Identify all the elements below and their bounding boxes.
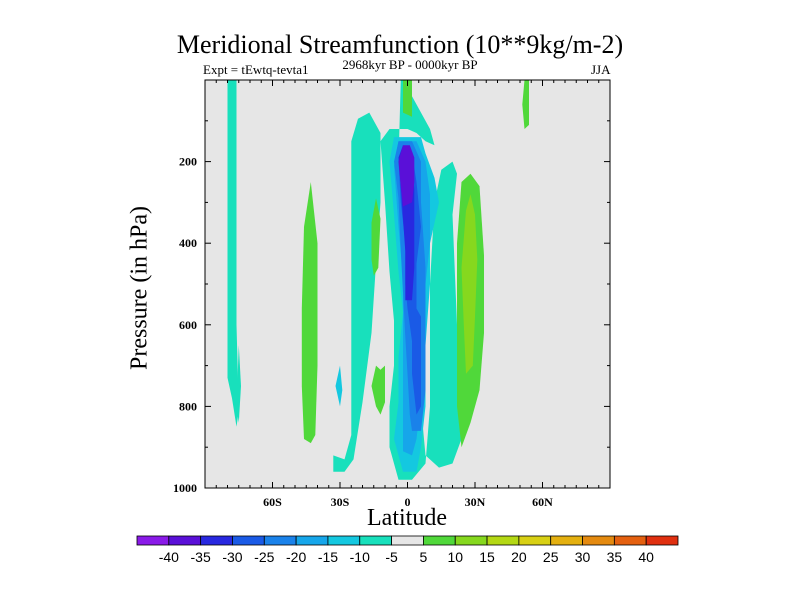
colorbar-label: -35 xyxy=(191,549,211,565)
colorbar-label: 35 xyxy=(607,549,623,565)
colorbar-label: -5 xyxy=(385,549,398,565)
contour-pos-25n-inner xyxy=(461,194,478,374)
period-label: 2968kyr BP - 0000kyr BP xyxy=(342,57,478,72)
colorbar-swatch xyxy=(327,535,361,546)
colorbar-swatch xyxy=(263,535,297,546)
colorbar-swatch xyxy=(391,535,424,546)
colorbar-label: 5 xyxy=(420,549,428,565)
colorbar-label: 15 xyxy=(479,549,495,565)
colorbar-label: 40 xyxy=(638,549,654,565)
x-tick-label: 60N xyxy=(532,495,553,509)
colorbar-label: 10 xyxy=(447,549,463,565)
colorbar-swatch xyxy=(359,535,392,546)
contour-cell-60s-right xyxy=(236,345,241,423)
y-tick-label: 400 xyxy=(179,236,197,250)
colorbar-swatch xyxy=(136,535,170,546)
y-tick-label: 600 xyxy=(179,318,197,332)
colorbar-label: 25 xyxy=(543,549,559,565)
colorbar-swatch xyxy=(168,535,202,546)
contour-neg-30s-inner xyxy=(335,365,343,407)
contour-pos-20s-lower xyxy=(371,365,385,415)
x-tick-label: 30S xyxy=(331,495,350,509)
contour-cell-60s-left xyxy=(227,80,239,427)
x-tick-label: 0 xyxy=(405,495,411,509)
contour-neg-30s xyxy=(333,112,381,472)
x-axis-label: Latitude xyxy=(367,505,447,531)
colorbar-label: 20 xyxy=(511,549,527,565)
colorbar-swatch xyxy=(295,535,329,546)
colorbar-swatch xyxy=(582,535,615,546)
colorbar-label: -15 xyxy=(318,549,338,565)
contour-pos-20s-upper xyxy=(371,198,381,276)
contour-pos-0-top xyxy=(403,80,412,117)
colorbar-swatch xyxy=(613,535,647,546)
experiment-label: Expt = tEwtq-tevta1 xyxy=(203,62,309,77)
colorbar-swatch xyxy=(454,535,488,546)
contour-pos-40s xyxy=(301,182,318,444)
colorbar-swatch xyxy=(518,535,552,546)
y-tick-label: 200 xyxy=(179,155,197,169)
y-tick-label: 1000 xyxy=(173,481,197,495)
colorbar-label: -20 xyxy=(286,549,306,565)
contour-neg-0-max xyxy=(398,145,415,207)
season-label: JJA xyxy=(591,62,611,77)
colorbar-label: -40 xyxy=(159,549,179,565)
colorbar-label: -10 xyxy=(350,549,370,565)
x-tick-label: 30N xyxy=(465,495,486,509)
x-tick-label: 60S xyxy=(263,495,282,509)
colorbar-swatch xyxy=(423,535,456,546)
y-tick-label: 800 xyxy=(179,399,197,413)
colorbar-label: -25 xyxy=(254,549,274,565)
colorbar-label: -30 xyxy=(222,549,242,565)
colorbar-label: 30 xyxy=(575,549,591,565)
colorbar-swatch xyxy=(200,535,233,546)
colorbar-swatch xyxy=(550,535,583,546)
colorbar-swatch xyxy=(486,535,520,546)
chart-title: Meridional Streamfunction (10**9kg/m-2) xyxy=(176,30,624,59)
contour-pos-50n xyxy=(522,80,529,129)
colorbar-swatch xyxy=(645,535,679,546)
colorbar-swatch xyxy=(232,535,265,546)
